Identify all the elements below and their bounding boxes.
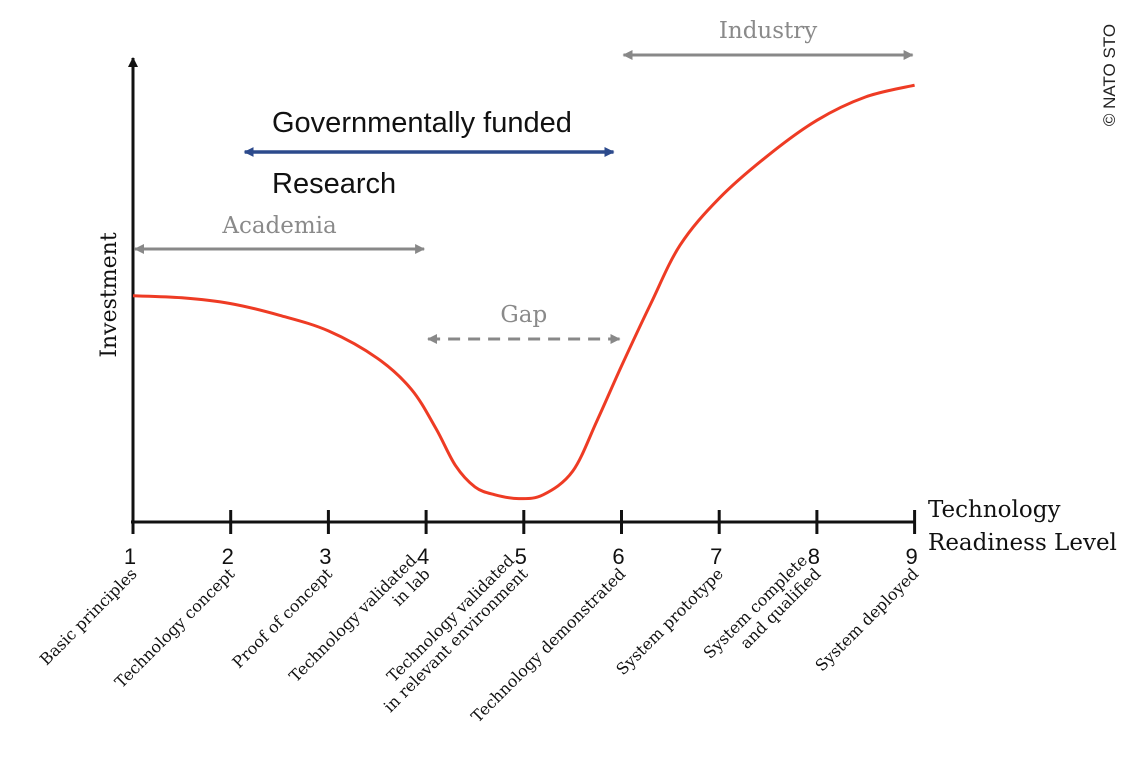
x-tick-description: Basic principles [36, 564, 141, 669]
x-axis-label: Technology [928, 497, 1060, 523]
x-tick-description: System deployed [811, 564, 922, 675]
x-tick-description-line: Basic principles [36, 564, 141, 669]
industry-range-label: Industry [719, 18, 817, 44]
y-axis-label: Investment [97, 232, 122, 357]
x-tick-label: 4 [417, 544, 429, 569]
x-tick-label: 7 [710, 544, 722, 569]
academia-range-label: Academia [221, 213, 337, 239]
research-label: Research [272, 168, 396, 200]
x-tick-label: 9 [905, 544, 917, 569]
copyright-notice: © NATO STO [1090, 10, 1130, 140]
x-tick-description-line: System deployed [811, 564, 922, 675]
x-tick-label: 8 [808, 544, 820, 569]
x-tick-label: 3 [319, 544, 331, 569]
gap-range-label: Gap [500, 302, 547, 328]
government-funded-label: Governmentally funded [272, 107, 572, 139]
x-tick-description-line: System prototype [612, 564, 727, 679]
x-tick-label: 6 [612, 544, 624, 569]
x-axis-label: Readiness Level [928, 530, 1117, 556]
x-tick-label: 2 [222, 544, 234, 569]
copyright-text: © NATO STO [1100, 23, 1119, 127]
x-tick-label: 1 [124, 544, 136, 569]
x-tick-description: System prototype [612, 564, 727, 679]
x-tick-label: 5 [515, 544, 527, 569]
investment-curve [132, 83, 915, 501]
